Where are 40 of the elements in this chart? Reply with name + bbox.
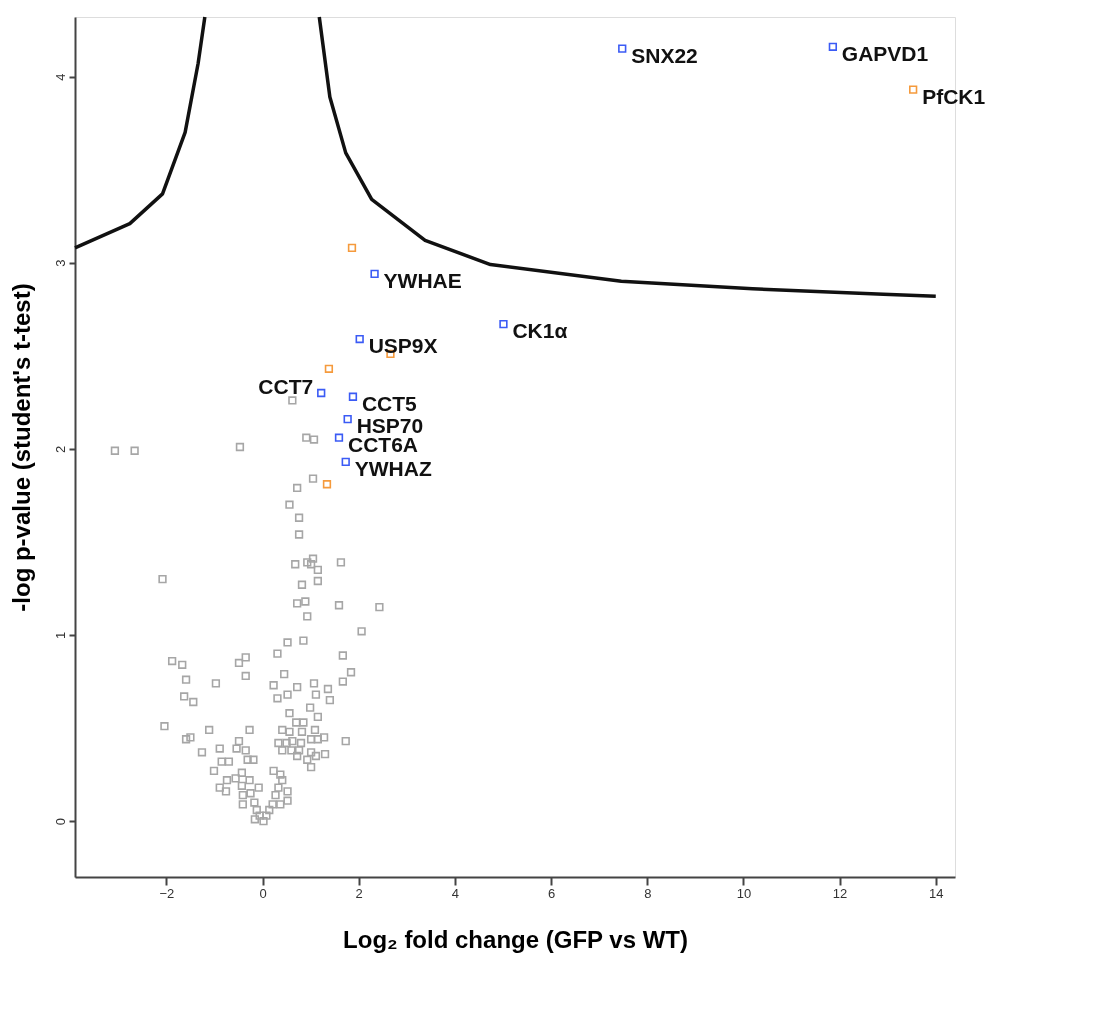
line-series [73,15,207,250]
x-tick-label: 6 [547,885,556,901]
point [348,392,358,401]
annotation: YWHAE [383,268,462,292]
annotation: PfCK1 [922,84,986,108]
point [343,414,352,424]
y-tick-label: 1 [52,631,68,640]
point [499,319,508,329]
x-axis-title: Log₂ fold change (GFP vs WT) [343,925,688,953]
y-tick-label: 3 [52,259,68,267]
point [334,433,344,442]
y-tick-label: 2 [52,445,68,453]
x-tick-label: 12 [832,885,848,901]
x-tick-label: 10 [736,885,752,901]
point [347,243,357,252]
point [370,269,379,279]
point [355,334,364,344]
y-tick-label: 4 [52,73,68,81]
point [317,388,326,398]
point [322,480,332,489]
point [909,85,918,94]
annotation: SNX22 [631,43,698,67]
annotation: CCT5 [361,391,418,415]
y-axis-title: -log p-value (student's t-test) [7,283,35,612]
point [324,364,334,373]
y-tick-label: 0 [52,818,68,826]
point [828,42,838,51]
annotation: CK1α [512,319,568,343]
point [618,44,627,53]
annotation: CCT7 [258,375,314,399]
x-tick-label: 14 [929,885,944,901]
x-tick-label: 2 [355,885,363,901]
x-tick-label: 8 [644,885,652,901]
annotation: USP9X [368,334,438,358]
point [341,457,350,467]
annotation: YWHAZ [354,456,432,480]
x-tick-label: 0 [259,885,267,901]
annotation: GAPVD1 [841,41,929,65]
x-tick-label: 4 [451,885,460,901]
x-tick-label: −2 [159,885,175,901]
